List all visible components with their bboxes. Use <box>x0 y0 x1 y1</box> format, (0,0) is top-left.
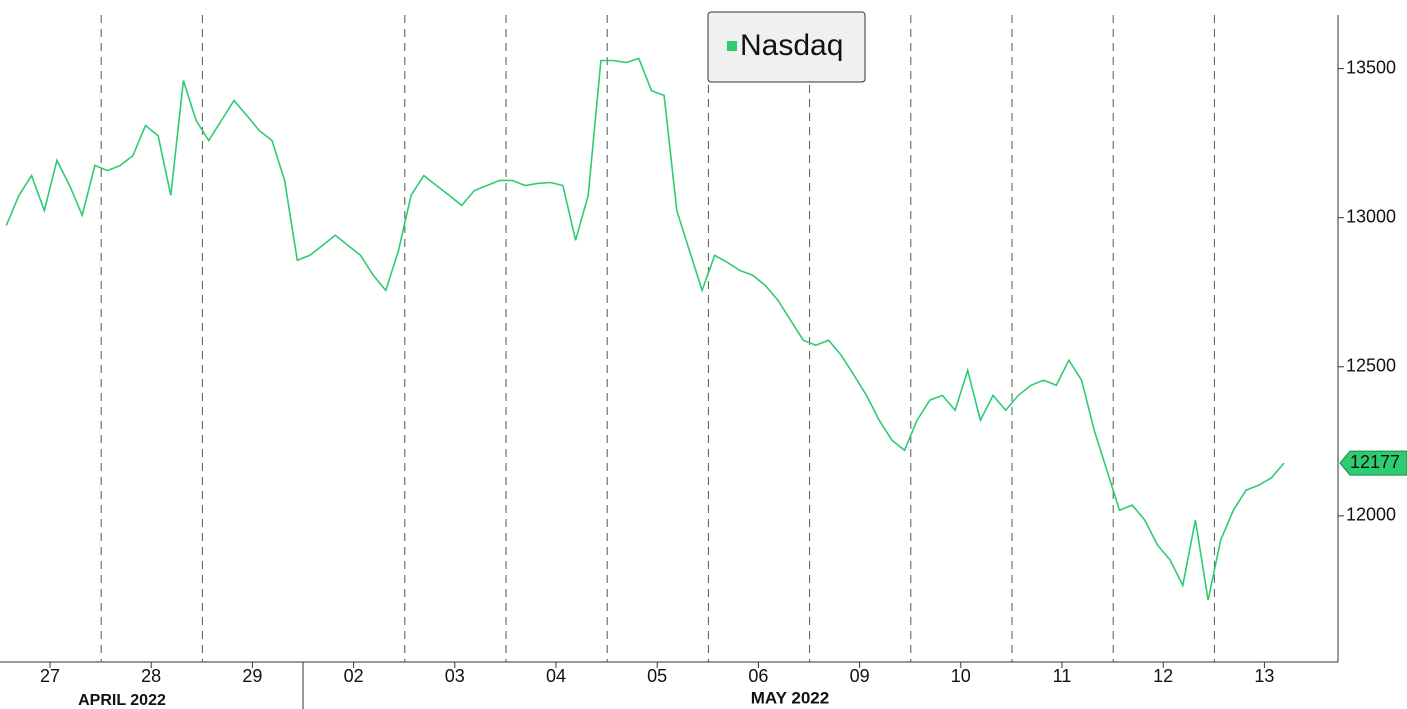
y-tick-label: 12500 <box>1346 356 1396 376</box>
x-tick-label: 29 <box>242 666 262 686</box>
legend-label: Nasdaq <box>740 29 843 62</box>
x-tick-label: 27 <box>40 666 60 686</box>
y-tick-label: 13500 <box>1346 57 1396 77</box>
period-label: MAY 2022 <box>751 688 829 707</box>
x-tick-label: 04 <box>546 666 566 686</box>
x-tick-label: 12 <box>1153 666 1173 686</box>
x-tick-label: 13 <box>1254 666 1274 686</box>
x-tick-label: 09 <box>850 666 870 686</box>
period-label: APRIL 2022 <box>78 692 166 709</box>
x-tick-label: 06 <box>748 666 768 686</box>
legend-swatch <box>727 41 737 51</box>
x-tick-label: 28 <box>141 666 161 686</box>
x-tick-label: 10 <box>951 666 971 686</box>
legend-box <box>707 11 866 83</box>
x-tick-label: 11 <box>1053 666 1072 686</box>
x-tick-label: 02 <box>344 666 364 686</box>
y-tick-label: 13000 <box>1346 206 1396 226</box>
last-value-label: 12177 <box>1350 452 1400 472</box>
last-value-flag <box>1339 450 1407 476</box>
y-tick-label: 12000 <box>1346 505 1396 525</box>
x-tick-label: 03 <box>445 666 465 686</box>
price-line <box>5 57 1285 601</box>
legend: Nasdaq <box>707 11 866 83</box>
x-tick-label: 05 <box>647 666 667 686</box>
